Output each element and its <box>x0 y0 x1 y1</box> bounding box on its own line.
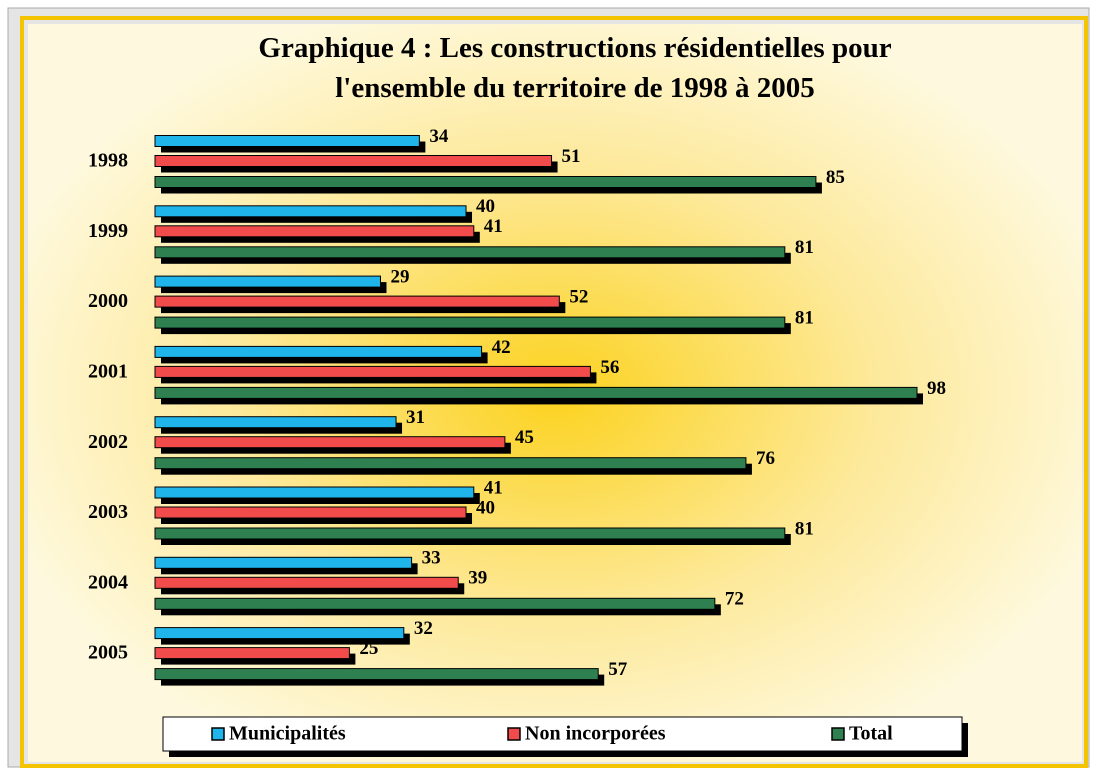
value-label: 45 <box>515 427 534 448</box>
value-label: 72 <box>725 589 744 610</box>
bar <box>154 135 420 147</box>
bar <box>154 597 716 610</box>
bar <box>154 155 553 167</box>
value-label: 40 <box>476 497 495 518</box>
bar <box>154 345 483 358</box>
value-label: 41 <box>484 477 503 498</box>
y-tick-label: 2003 <box>88 501 128 523</box>
legend-label: Municipalités <box>229 723 346 745</box>
bar <box>154 627 405 640</box>
value-label: 81 <box>795 237 814 258</box>
bar <box>154 205 467 218</box>
value-label: 41 <box>484 216 503 237</box>
bar <box>154 576 459 589</box>
value-label: 51 <box>562 146 581 167</box>
bar <box>154 246 786 259</box>
bar <box>154 416 397 429</box>
bar <box>154 556 413 569</box>
value-label: 76 <box>756 448 775 469</box>
legend <box>162 716 963 752</box>
legend-swatch <box>507 727 521 741</box>
bar <box>154 225 475 238</box>
value-label: 33 <box>422 548 441 569</box>
y-tick-label: 2000 <box>88 290 128 312</box>
value-label: 39 <box>468 568 487 589</box>
legend-swatch <box>211 727 225 741</box>
y-tick-label: 1998 <box>88 150 128 172</box>
y-tick-label: 2001 <box>88 360 128 382</box>
value-label: 57 <box>608 659 628 680</box>
chart-title: Graphique 4 : Les constructions résident… <box>258 32 891 104</box>
legend-label: Total <box>849 723 893 745</box>
value-label: 29 <box>390 266 409 287</box>
legend-swatch <box>831 727 845 741</box>
value-label: 56 <box>600 357 619 378</box>
bar <box>154 386 918 399</box>
bar <box>154 176 817 188</box>
yellow-frame <box>20 16 1088 768</box>
bar <box>154 668 599 681</box>
value-label: 85 <box>826 167 845 188</box>
y-tick-label: 2005 <box>88 642 128 664</box>
value-label: 81 <box>795 518 814 539</box>
bar <box>154 457 747 470</box>
bar <box>154 295 560 308</box>
bar <box>154 527 786 540</box>
value-label: 32 <box>414 618 433 639</box>
bar <box>154 316 786 329</box>
value-label: 31 <box>406 407 425 428</box>
value-label: 25 <box>359 638 378 659</box>
y-tick-label: 1999 <box>88 220 128 242</box>
bar <box>154 506 467 519</box>
bar <box>154 275 381 288</box>
bar <box>154 647 350 660</box>
value-label: 81 <box>795 307 814 328</box>
value-label: 42 <box>492 337 511 358</box>
legend-label: Non incorporées <box>525 723 666 745</box>
bar <box>154 436 506 449</box>
value-label: 52 <box>569 286 588 307</box>
y-tick-label: 2004 <box>88 571 128 593</box>
bar <box>154 486 475 499</box>
y-tick-label: 2002 <box>88 431 128 453</box>
bar <box>154 365 591 378</box>
value-label: 98 <box>927 378 946 399</box>
value-label: 40 <box>476 196 495 217</box>
value-label: 34 <box>429 126 449 147</box>
